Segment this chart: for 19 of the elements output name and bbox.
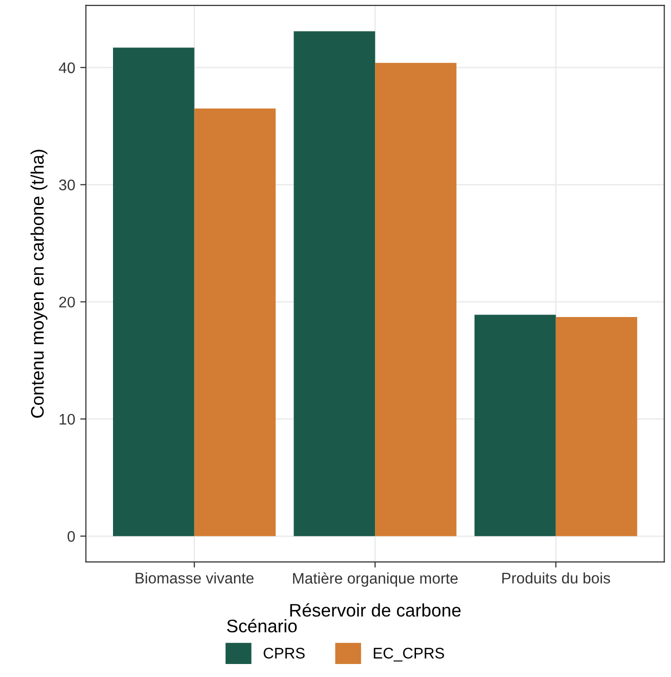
legend-label: EC_CPRS: [374, 648, 444, 662]
bar: [474, 314, 556, 536]
y-tick-label: 20: [59, 296, 75, 308]
x-tick-label: Matière organique morte: [293, 572, 458, 587]
bar: [194, 108, 276, 536]
bar: [113, 48, 194, 536]
legend-title: Scénario: [227, 618, 297, 632]
bar: [294, 31, 376, 536]
bar: [556, 317, 638, 536]
y-tick-label: 10: [60, 414, 75, 425]
y-tick-label: 40: [58, 62, 75, 74]
x-tick-label: Produits du bois: [502, 572, 610, 584]
y-tick-label: 30: [59, 180, 75, 190]
y-tick-label: 0: [68, 531, 75, 542]
y-axis-title: Contenu moyen en carbone (t/ha): [30, 150, 48, 418]
x-tick-label: Biomasse vivante: [136, 572, 254, 584]
legend-label: CPRS: [264, 648, 305, 659]
bar: [375, 62, 456, 536]
x-axis-title: Réservoir de carbone: [290, 603, 461, 617]
